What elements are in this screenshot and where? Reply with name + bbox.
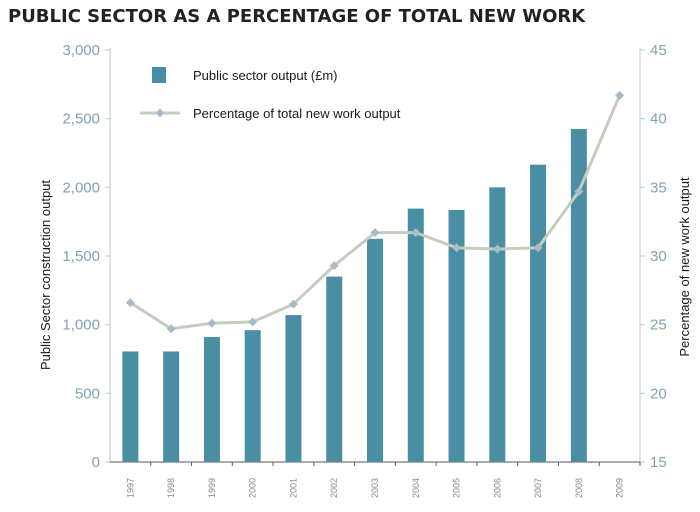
legend-swatch-bar (152, 67, 166, 83)
bar (326, 276, 343, 462)
y-tick-label-left: 0 (92, 454, 100, 471)
y-tick-label-left: 3,000 (62, 42, 100, 59)
legend-label-bar: Public sector output (£m) (193, 68, 338, 83)
axes: 0 500 1,000 1,500 2,000 2,500 3,000 15 20 25 30 35 4… (62, 42, 666, 498)
x-tick-label: 2000 (248, 478, 258, 498)
legend: Public sector output (£m) Percentage of t… (140, 67, 401, 121)
y-tick-label-right: 25 (650, 317, 667, 334)
x-tick-label: 1999 (207, 478, 217, 498)
line-point (207, 318, 217, 328)
x-tick-label: 2001 (288, 478, 298, 498)
x-tick-label: 2007 (533, 478, 543, 498)
bar (367, 238, 383, 462)
x-tick-label: 2004 (411, 478, 421, 498)
bar (203, 337, 220, 462)
line-point (615, 90, 625, 100)
line-point (452, 243, 462, 253)
bar (244, 330, 261, 462)
x-tick-label: 2005 (452, 478, 462, 498)
chart-title: PUBLIC SECTOR AS A PERCENTAGE OF TOTAL N… (8, 6, 586, 27)
line-point (329, 261, 339, 271)
bar (489, 187, 506, 463)
line-point (166, 324, 176, 334)
x-tick-label: 2002 (329, 478, 339, 498)
line-point (411, 228, 421, 238)
bar (530, 164, 547, 462)
bar (163, 351, 180, 462)
y-tick-label-right: 30 (650, 248, 667, 265)
y-tick-label-right: 40 (650, 111, 667, 128)
x-tick-label: 2006 (492, 478, 502, 498)
y-axis-label-left: Public Sector construction output (38, 180, 53, 370)
y-tick-label-left: 2,500 (62, 111, 100, 128)
bar (285, 315, 302, 462)
y-tick-label-left: 2,000 (62, 179, 100, 196)
x-tick-label: 2008 (574, 478, 584, 498)
x-tick-label: 2009 (615, 478, 625, 498)
y-tick-label-right: 35 (650, 179, 667, 196)
y-tick-label-left: 500 (75, 385, 100, 402)
x-tick-label: 1998 (166, 478, 176, 498)
legend-label-line: Percentage of total new work output (193, 106, 401, 121)
y-tick-label-left: 1,000 (62, 317, 100, 334)
y-tick-label-right: 15 (650, 454, 667, 471)
bar (407, 208, 424, 462)
legend-swatch-marker (155, 108, 165, 118)
bar (122, 351, 139, 462)
line-point (248, 317, 258, 327)
y-tick-label-left: 1,500 (62, 248, 100, 265)
line-point (492, 244, 502, 254)
line-point (370, 228, 380, 238)
line-point (574, 186, 584, 196)
bars (122, 128, 587, 463)
line-point (533, 243, 543, 253)
x-tick-label: 1997 (125, 478, 135, 498)
line-series (125, 90, 625, 334)
y-tick-label-right: 45 (650, 42, 667, 59)
bar (570, 128, 587, 462)
x-tick-label: 2003 (370, 478, 380, 498)
line-point (125, 298, 135, 308)
bar (448, 209, 465, 462)
y-tick-label-right: 20 (650, 385, 667, 402)
line-point (288, 299, 298, 309)
y-axis-label-right: Percentage of new work output (677, 177, 692, 357)
